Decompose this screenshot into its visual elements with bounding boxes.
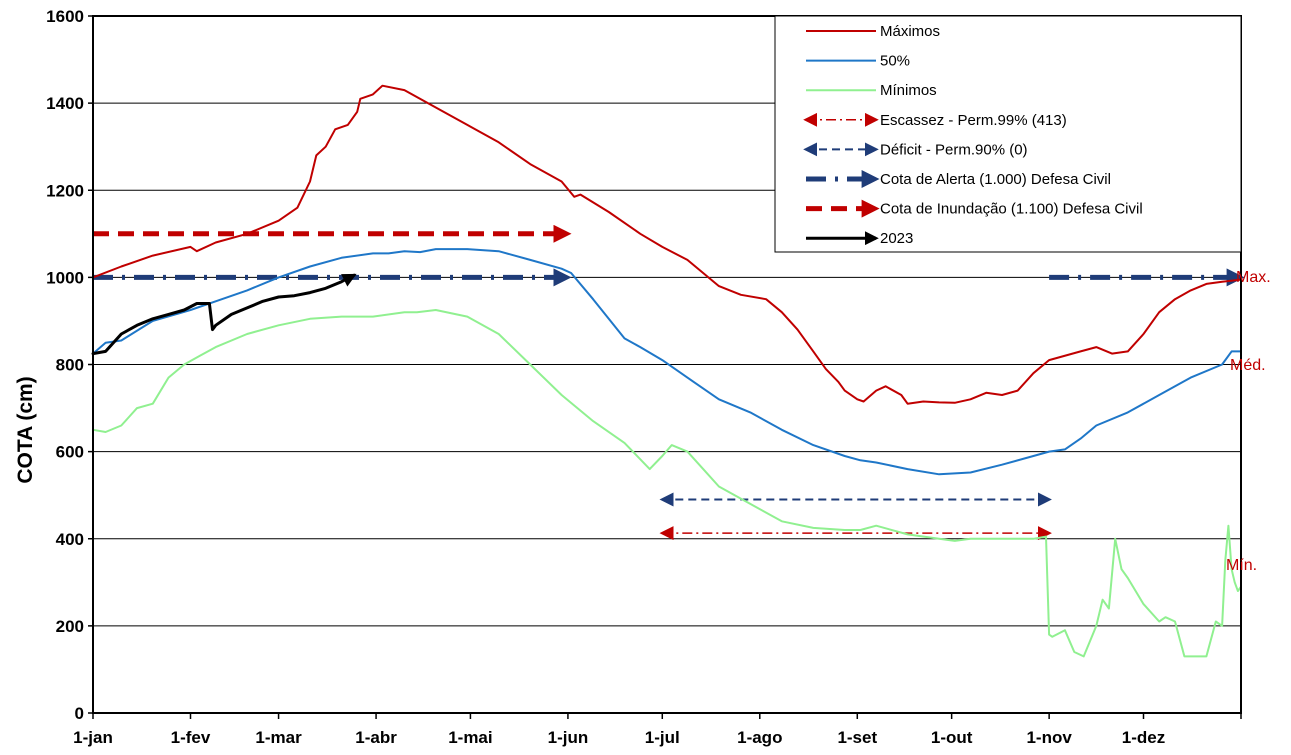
legend-label: 2023	[880, 230, 913, 247]
x-tick-label: 1-out	[931, 728, 973, 747]
series-layer	[91, 84, 1245, 658]
x-tick-label: 1-dez	[1122, 728, 1165, 747]
legend-label: Escassez - Perm.99% (413)	[880, 112, 1067, 129]
legend-label: Máximos	[880, 23, 940, 40]
legend-label: 50%	[880, 53, 910, 70]
x-tick-label: 1-ago	[737, 728, 782, 747]
y-tick-label: 600	[56, 443, 84, 462]
legend-label: Cota de Alerta (1.000) Defesa Civil	[880, 171, 1111, 188]
x-axis-ticks: 1-jan 1-fev 1-mar 1-abr 1-mai 1-jun 1-jul 1-ago…	[73, 713, 1242, 747]
y-tick-label: 1400	[46, 94, 84, 113]
y-tick-label: 1200	[46, 181, 84, 200]
x-tick-label: 1-jul	[645, 728, 680, 747]
series-m-nimos-line	[92, 309, 1242, 658]
y-tick-label: 800	[56, 356, 84, 375]
legend: Máximos 50% Mínimos Escassez - Perm.99% (41…	[774, 15, 1242, 253]
y-tick-label: 200	[56, 617, 84, 636]
x-tick-label: 1-fev	[171, 728, 211, 747]
end-label-min: Mín.	[1226, 557, 1257, 574]
y-tick-label: 1600	[46, 7, 84, 26]
y-tick-label: 0	[75, 704, 84, 723]
y-axis-ticks: 0 200 400 600 800 1000 1200 1400 1600	[46, 7, 93, 723]
end-label-max: Max.	[1236, 269, 1271, 286]
series-2023-line	[91, 273, 357, 356]
legend-label: Déficit - Perm.90% (0)	[880, 141, 1028, 158]
legend-label: Mínimos	[880, 82, 937, 99]
y-tick-label: 1000	[46, 268, 84, 287]
x-tick-label: 1-set	[837, 728, 877, 747]
x-tick-label: 1-mar	[255, 728, 302, 747]
x-tick-label: 1-nov	[1026, 728, 1072, 747]
y-tick-label: 400	[56, 530, 84, 549]
x-tick-label: 1-jun	[548, 728, 589, 747]
end-label-med: Méd.	[1230, 357, 1266, 374]
x-tick-label: 1-jan	[73, 728, 113, 747]
series-m-ximos-line	[92, 84, 1242, 405]
legend-label: Cota de Inundação (1.100) Defesa Civil	[880, 201, 1143, 218]
y-axis-label: COTA (cm)	[14, 376, 37, 483]
legend-box	[774, 15, 1242, 253]
series-50-line	[92, 248, 1242, 476]
x-tick-label: 1-mai	[448, 728, 492, 747]
x-tick-label: 1-abr	[355, 728, 397, 747]
